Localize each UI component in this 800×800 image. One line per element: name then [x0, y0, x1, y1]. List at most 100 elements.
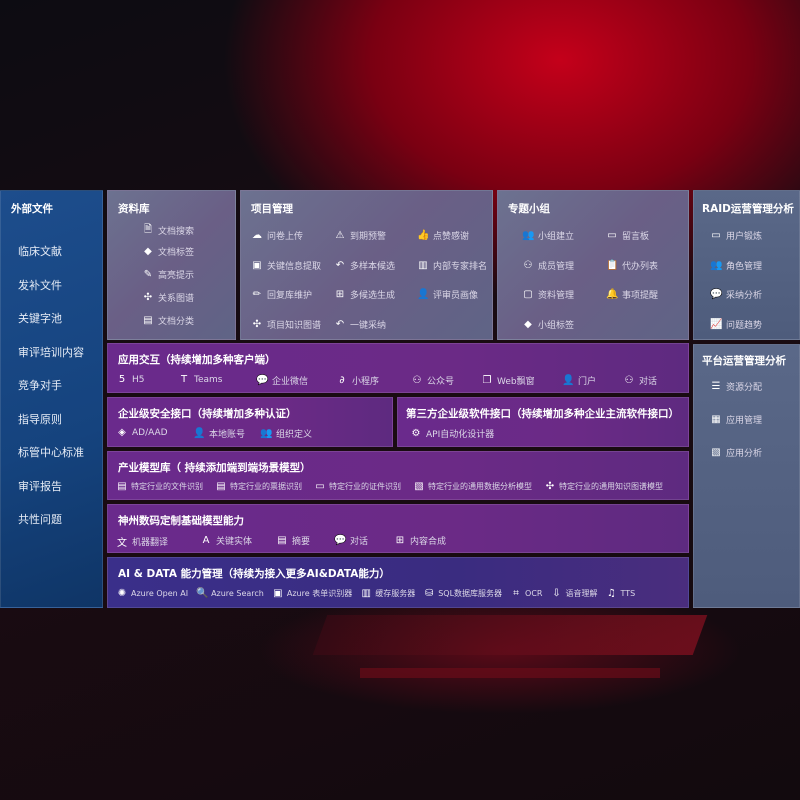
feature-item[interactable]: 💬 企业微信: [256, 374, 308, 387]
panel-title: 神州数码定制基础模型能力: [118, 515, 244, 527]
feature-item[interactable]: ▧ 应用分析: [710, 446, 762, 459]
feature-item[interactable]: ☰ 资源分配: [710, 380, 763, 393]
feature-item[interactable]: ▥ 内部专家排名: [417, 259, 487, 272]
feature-item[interactable]: 👍 点赞感谢: [417, 229, 469, 242]
feature-item[interactable]: 💬 采纳分析: [710, 288, 762, 301]
feature-item[interactable]: ❐ Web飘窗: [481, 374, 535, 387]
platform-panel: 平台运营管理分析 ☰ 资源分配 ▦ 应用管理 ▧ 应用分析: [693, 344, 800, 608]
feature-item[interactable]: ⚇ 对话: [623, 374, 658, 387]
feature-item[interactable]: ⊞ 多候选生成: [334, 288, 395, 301]
feature-label: 公众号: [427, 377, 455, 387]
feature-label: 问题趋势: [726, 320, 763, 331]
feature-item[interactable]: ▢ 资料管理: [522, 288, 574, 301]
feature-item[interactable]: ▭ 用户锻炼: [710, 229, 762, 242]
feature-item[interactable]: ⌗ OCR: [510, 588, 542, 599]
feature-item[interactable]: ▤ 特定行业的票据识别: [215, 481, 302, 492]
feature-item[interactable]: ✣ 关系图谱: [142, 291, 194, 304]
feature-item[interactable]: 🔍 Azure Search: [196, 588, 264, 599]
external-file-item[interactable]: 审评报告: [18, 479, 62, 493]
panel-title: 产业模型库（ 持续添加端到端场景模型）: [118, 462, 311, 474]
feature-item[interactable]: ▣ Azure 表单识别器: [272, 588, 352, 599]
feature-item[interactable]: ▧ 特定行业的通用数据分析模型: [413, 481, 532, 492]
third-party-interface-panel: 第三方企业级软件接口（持续增加多种企业主流软件接口） ⚙ API自动化设计器: [397, 397, 689, 447]
chart-icon: ▧: [414, 481, 424, 492]
feature-item[interactable]: 文机器翻译: [116, 534, 168, 549]
feature-item[interactable]: ▤ 文档分类: [142, 314, 194, 327]
feature-label: 摘要: [292, 537, 311, 547]
web-window-icon: ❐: [482, 375, 492, 386]
feature-item[interactable]: ⚠ 到期预警: [334, 229, 387, 242]
tag-icon: ◆: [524, 318, 532, 330]
feature-item[interactable]: 📋 代办列表: [606, 259, 658, 272]
feature-item[interactable]: ◈ AD/AAD: [116, 427, 167, 438]
feature-item[interactable]: 👥 角色管理: [710, 259, 762, 272]
window-icon: ▣: [252, 259, 262, 271]
feature-item[interactable]: ▤ 特定行业的文件识别: [116, 481, 203, 492]
feature-item[interactable]: ⛁ SQL数据库服务器: [423, 588, 502, 599]
feature-item[interactable]: ▤ 摘要: [276, 534, 310, 547]
ranking-icon: ▥: [418, 259, 428, 271]
user-icon: 👤: [417, 289, 430, 300]
feature-item[interactable]: ↶ 一键采纳: [334, 318, 386, 331]
feature-item[interactable]: ▭ 特定行业的证件识别: [314, 481, 401, 492]
external-file-item[interactable]: 审评培训内容: [18, 345, 84, 359]
feature-item[interactable]: ◆ 文档标签: [142, 245, 194, 258]
wechat-work-icon: 💬: [256, 375, 269, 386]
feature-item[interactable]: ▥ 缓存服务器: [360, 588, 415, 599]
feature-item[interactable]: ♫ TTS: [606, 588, 635, 599]
feature-label: 对话: [639, 377, 658, 387]
feature-item[interactable]: 👥 组织定义: [260, 427, 312, 440]
feature-item[interactable]: 🗎 文档搜索: [142, 222, 194, 239]
feature-item[interactable]: 📈 问题趋势: [710, 318, 762, 331]
external-file-item[interactable]: 标管中心标准: [18, 446, 84, 459]
feature-item[interactable]: ⊞ 内容合成: [394, 534, 446, 547]
feature-item[interactable]: ⇩ 语音理解: [551, 588, 597, 599]
feature-item[interactable]: 👤 本地账号: [193, 427, 245, 440]
feature-item[interactable]: ◆ 小组标签: [522, 318, 574, 331]
external-file-item[interactable]: 共性问题: [18, 513, 62, 526]
feature-item[interactable]: ✣ 特定行业的通用知识图谱模型: [544, 481, 663, 492]
feature-item[interactable]: ☁ 问卷上传: [251, 229, 303, 242]
ocr-icon: ⌗: [513, 588, 519, 599]
feature-item[interactable]: A 关键实体: [200, 534, 252, 547]
feature-item[interactable]: ✣ 项目知识图谱: [251, 318, 321, 331]
external-file-item[interactable]: 关键字池: [18, 312, 62, 325]
feature-label: 问卷上传: [267, 232, 304, 242]
feature-item[interactable]: ∂ 小程序: [336, 374, 379, 387]
feature-item[interactable]: ↶ 多样本候选: [334, 259, 395, 272]
feature-label: Web飘窗: [497, 377, 535, 387]
feature-label: 应用管理: [726, 416, 763, 426]
feature-label: 项目知识图谱: [267, 320, 322, 331]
feature-item[interactable]: ✎ 高亮提示: [142, 268, 194, 281]
graph-icon: ✣: [545, 481, 555, 492]
external-file-item[interactable]: 竞争对手: [18, 379, 62, 392]
miniprogram-icon: ∂: [339, 375, 345, 386]
feature-item[interactable]: 👥 小组建立: [522, 229, 574, 242]
feature-item[interactable]: ▣ 关键信息提取: [251, 259, 321, 272]
external-file-item[interactable]: 指导原则: [18, 412, 62, 426]
feature-item[interactable]: ▦ 应用管理: [710, 413, 762, 426]
cache-server-icon: ▥: [361, 588, 371, 599]
background-shape: [312, 615, 708, 655]
feature-item[interactable]: 🔔 事项提醒: [606, 288, 658, 301]
feature-label: Azure 表单识别器: [286, 589, 353, 598]
panel-title: RAID运营管理分析: [702, 203, 794, 215]
feature-item[interactable]: 👤 门户: [562, 374, 596, 387]
feature-item[interactable]: ⚙ API自动化设计器: [410, 427, 495, 440]
feature-label: 特定行业的证件识别: [329, 482, 401, 491]
feature-item[interactable]: ⚇ 公众号: [411, 374, 455, 387]
feature-item[interactable]: ▭ 留言板: [606, 229, 649, 242]
feature-item[interactable]: 👤 评审员画像: [417, 288, 478, 301]
feature-label: 文档分类: [158, 317, 195, 327]
feature-label: 内容合成: [410, 537, 447, 547]
feature-label: 文档搜索: [158, 227, 195, 237]
feature-label: 留言板: [622, 232, 650, 242]
feature-item[interactable]: ✺ Azure Open AI: [116, 588, 188, 599]
external-file-item[interactable]: 发补文件: [18, 278, 62, 292]
feature-item[interactable]: 💬 对话: [334, 534, 368, 547]
feature-item[interactable]: ✏ 回复库维护: [251, 288, 312, 301]
feature-item[interactable]: ⚇ 成员管理: [522, 259, 575, 272]
external-file-item[interactable]: 临床文献: [18, 245, 62, 258]
feature-item[interactable]: 5 H5: [116, 374, 145, 385]
feature-item[interactable]: T Teams: [178, 374, 223, 385]
